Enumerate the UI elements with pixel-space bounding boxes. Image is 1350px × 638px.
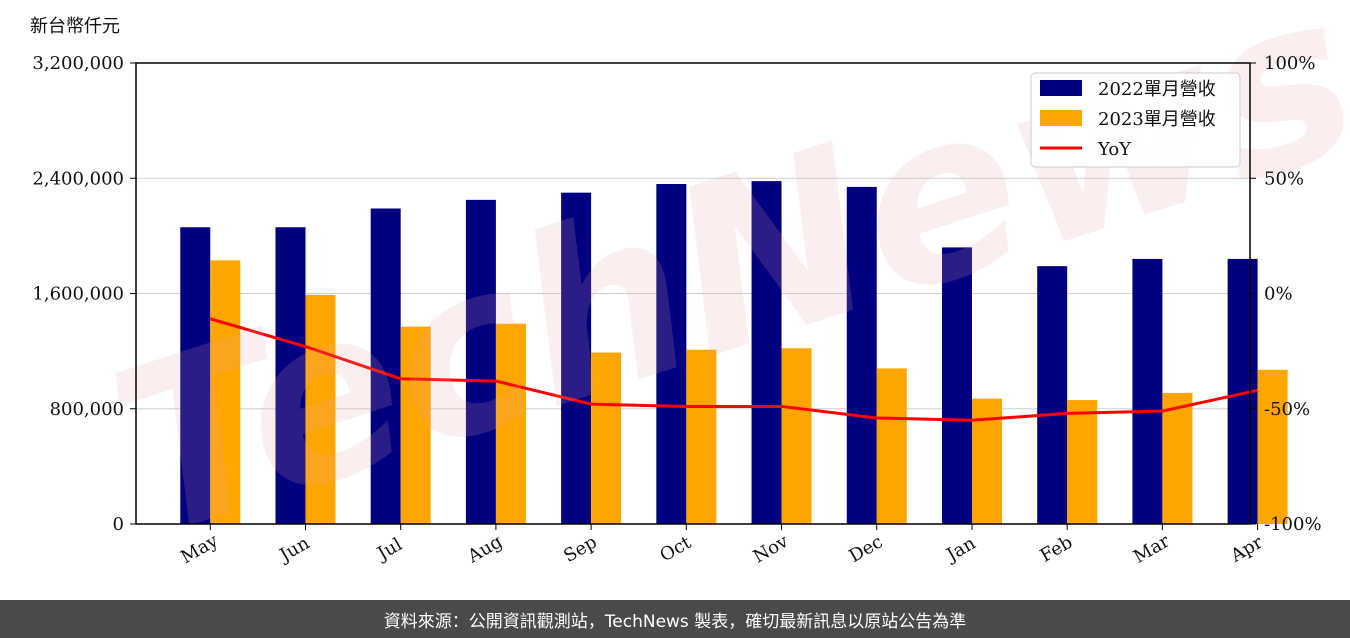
bar-2023-aug — [495, 323, 526, 524]
bar-2023-may — [210, 260, 241, 524]
bar-2022-jan — [941, 247, 972, 524]
bar-2022-oct — [656, 184, 687, 524]
y2-tick-label: 0% — [1264, 284, 1293, 305]
y-tick-label: 1,600,000 — [32, 284, 124, 305]
x-tick-label: Nov — [750, 531, 793, 568]
bar-2023-jul — [400, 326, 431, 524]
bar-2022-feb — [1037, 266, 1068, 524]
bar-2023-nov — [781, 348, 812, 524]
bar-2022-nov — [751, 181, 782, 524]
bar-2023-oct — [686, 349, 717, 524]
x-tick-label: Sep — [560, 532, 600, 567]
x-tick-label: Mar — [1130, 531, 1174, 568]
legend: 2022單月營收 2023單月營收 YoY — [1030, 72, 1241, 168]
x-tick-label: Oct — [656, 532, 695, 567]
x-tick-label: Jan — [941, 533, 979, 567]
legend-swatch-2023 — [1040, 110, 1082, 126]
bar-2023-dec — [876, 368, 907, 524]
x-tick-label: Jul — [372, 534, 406, 566]
x-tick-label: Dec — [846, 531, 887, 567]
bar-2023-mar — [1162, 392, 1193, 524]
yoy-line-layer — [209, 317, 1258, 422]
bar-2022-jun — [275, 227, 306, 524]
legend-swatch-2022 — [1040, 80, 1082, 96]
bar-2022-mar — [1132, 258, 1163, 524]
bar-2023-sep — [591, 352, 622, 524]
yoy-line — [209, 317, 1258, 422]
x-tick-label: Apr — [1226, 532, 1266, 567]
unit-label: 新台幣仟元 — [30, 16, 120, 37]
legend-label-2023: 2023單月營收 — [1098, 109, 1216, 130]
footer-text: 資料來源：公開資訊觀測站，TechNews 製表，確切最新訊息以原站公告為準 — [383, 611, 967, 632]
x-tick-label: Feb — [1037, 532, 1077, 567]
legend-label-2022: 2022單月營收 — [1098, 79, 1216, 100]
y2-tick-label: 50% — [1264, 168, 1304, 189]
y-tick-label: 800,000 — [50, 399, 124, 420]
y2-tick-label: 100% — [1264, 53, 1315, 74]
legend-label-yoy: YoY — [1097, 139, 1132, 160]
x-tick-label: Aug — [463, 531, 506, 568]
bar-2022-sep — [561, 192, 592, 524]
plot-frame — [135, 62, 1251, 525]
legend-frame — [1030, 72, 1241, 168]
y2-tick-label: -50% — [1264, 399, 1310, 420]
bar-2022-jul — [370, 208, 401, 525]
bar-2022-aug — [465, 199, 496, 524]
revenue-chart: TechNews 0800,0001,600,0002,400,0003,200… — [32, 0, 1350, 590]
bar-2023-jun — [305, 294, 336, 524]
source-footer: 資料來源：公開資訊觀測站，TechNews 製表，確切最新訊息以原站公告為準 — [0, 600, 1350, 638]
y2-tick-label: -100% — [1264, 514, 1322, 535]
bars-layer — [180, 181, 1288, 525]
y-tick-label: 2,400,000 — [32, 168, 124, 189]
bar-2022-dec — [846, 186, 877, 525]
bar-2022-may — [180, 227, 211, 524]
bar-2023-apr — [1257, 369, 1288, 524]
y-tick-label: 0 — [113, 514, 124, 535]
bar-2023-feb — [1067, 400, 1098, 524]
y-tick-label: 3,200,000 — [32, 53, 124, 74]
